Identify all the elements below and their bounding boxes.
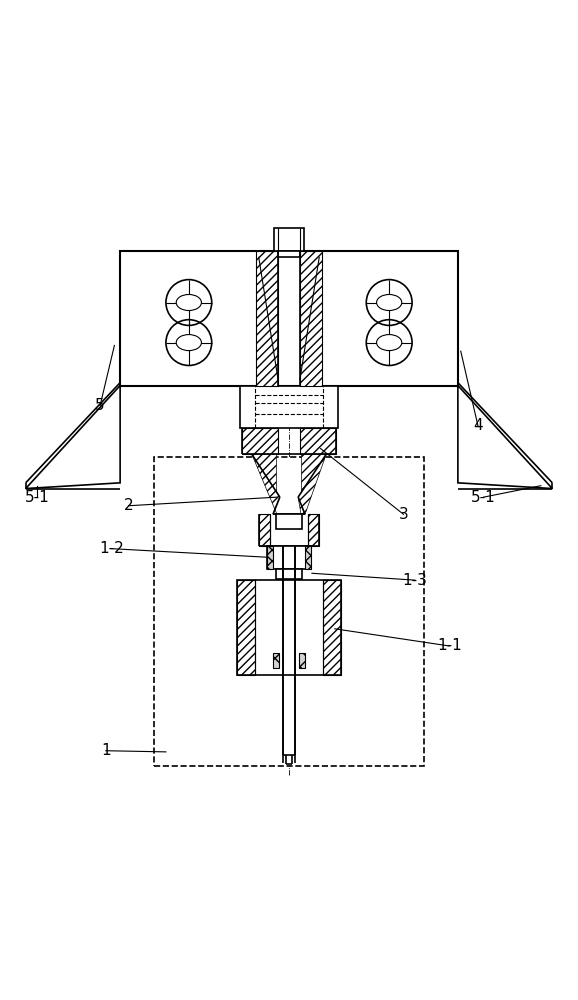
Bar — [278, 251, 300, 257]
Text: 1: 1 — [101, 743, 110, 758]
Polygon shape — [298, 454, 326, 514]
Bar — [276, 569, 302, 579]
Text: 1-3: 1-3 — [402, 573, 427, 588]
Ellipse shape — [377, 335, 402, 351]
Text: 1-1: 1-1 — [437, 638, 462, 653]
Polygon shape — [256, 251, 277, 386]
Text: 5-1: 5-1 — [25, 490, 50, 505]
Bar — [240, 386, 338, 428]
Polygon shape — [242, 428, 277, 454]
Text: 3: 3 — [399, 507, 409, 522]
Bar — [276, 514, 302, 529]
Polygon shape — [259, 514, 269, 546]
Ellipse shape — [377, 294, 402, 311]
Polygon shape — [299, 653, 305, 668]
Polygon shape — [25, 386, 120, 489]
Polygon shape — [458, 386, 553, 489]
Text: 1-2: 1-2 — [99, 541, 124, 556]
Bar — [154, 457, 424, 766]
Polygon shape — [267, 546, 273, 569]
Ellipse shape — [176, 294, 201, 311]
Text: 5-1: 5-1 — [471, 490, 496, 505]
Polygon shape — [305, 546, 311, 569]
Bar — [267, 546, 311, 569]
Polygon shape — [252, 454, 280, 514]
Polygon shape — [273, 653, 279, 668]
Ellipse shape — [176, 335, 201, 351]
Bar — [120, 251, 458, 386]
Text: 5: 5 — [95, 398, 105, 413]
Bar — [274, 228, 304, 251]
Text: 2: 2 — [124, 498, 134, 513]
Polygon shape — [238, 580, 255, 675]
Polygon shape — [309, 514, 319, 546]
Polygon shape — [301, 251, 322, 386]
Bar — [238, 580, 340, 675]
Polygon shape — [301, 428, 336, 454]
Polygon shape — [323, 580, 340, 675]
Text: 4: 4 — [473, 418, 483, 433]
